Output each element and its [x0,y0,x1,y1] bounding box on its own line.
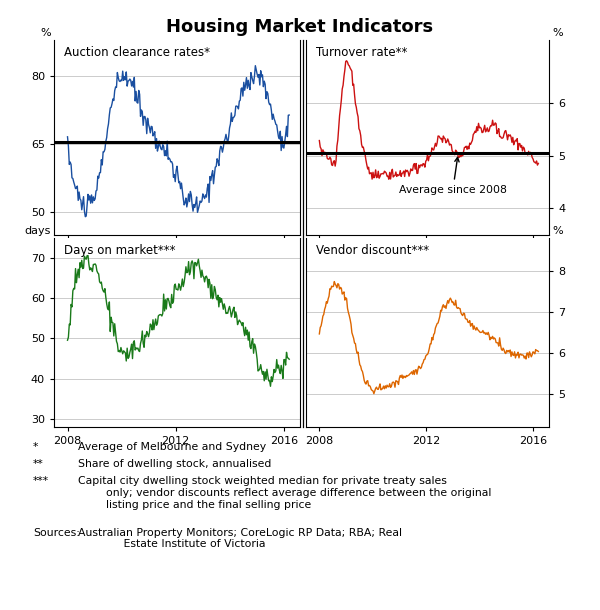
Text: Average of Melbourne and Sydney: Average of Melbourne and Sydney [78,442,266,452]
Text: Turnover rate**: Turnover rate** [316,46,407,59]
Text: %: % [40,28,51,38]
Text: **: ** [33,459,44,469]
Text: ***: *** [33,476,49,486]
Text: %: % [552,226,563,236]
Text: Average since 2008: Average since 2008 [399,157,507,195]
Text: Days on market***: Days on market*** [64,243,175,257]
Text: %: % [552,28,563,38]
Text: days: days [25,226,51,236]
Text: *: * [33,442,38,452]
Text: Vendor discount***: Vendor discount*** [316,243,429,257]
Text: Capital city dwelling stock weighted median for private treaty sales
        onl: Capital city dwelling stock weighted med… [78,476,491,509]
Text: Auction clearance rates*: Auction clearance rates* [64,46,210,59]
Text: Australian Property Monitors; CoreLogic RP Data; RBA; Real
             Estate I: Australian Property Monitors; CoreLogic … [78,528,402,549]
Text: Sources:: Sources: [33,528,80,537]
Text: Share of dwelling stock, annualised: Share of dwelling stock, annualised [78,459,271,469]
Text: Housing Market Indicators: Housing Market Indicators [166,18,434,37]
